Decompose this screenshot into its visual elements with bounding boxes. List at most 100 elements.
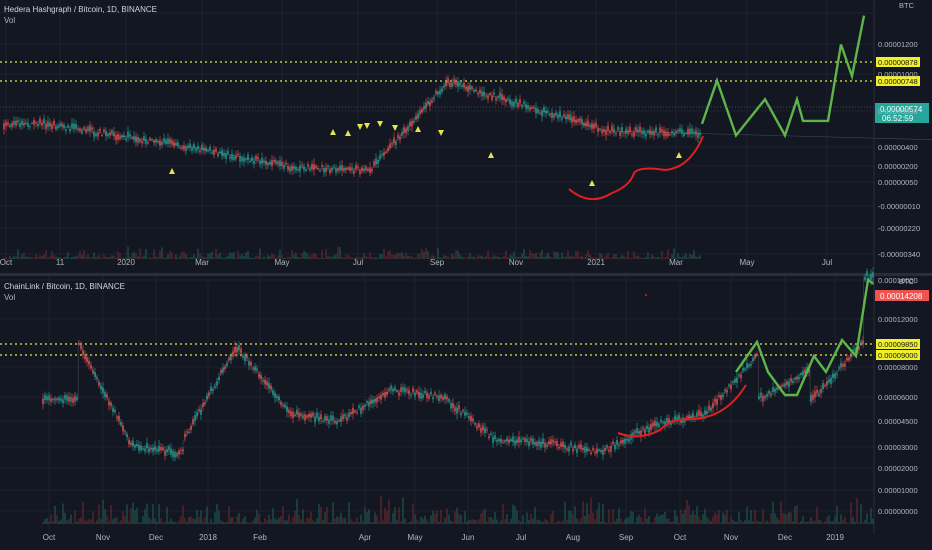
candle-body: [698, 410, 700, 416]
candle-body: [260, 375, 262, 380]
candle-body: [666, 417, 668, 423]
candle-body: [25, 122, 27, 125]
candle-body: [133, 136, 135, 141]
candle-body: [118, 415, 120, 421]
volume-bar: [695, 256, 697, 259]
candle-body: [124, 431, 126, 433]
candle-body: [15, 120, 17, 126]
candle-body: [665, 131, 667, 137]
volume-bar: [842, 519, 844, 524]
volume-bar: [472, 519, 474, 524]
x-tick-label: Sep: [430, 258, 445, 267]
volume-bar: [659, 257, 661, 259]
volume-bar: [459, 254, 461, 259]
volume-bar: [252, 520, 254, 524]
candle-body: [534, 442, 536, 446]
candle-body: [455, 80, 457, 85]
candle-body: [74, 395, 76, 402]
volume-bar: [145, 249, 147, 259]
volume-bar: [708, 519, 710, 524]
candle-body: [363, 168, 365, 172]
volume-bar: [534, 507, 536, 524]
volume-bar: [296, 499, 298, 524]
volume-bar: [619, 257, 621, 259]
candle-body: [330, 415, 332, 421]
volume-bar: [524, 522, 526, 524]
candle-body: [47, 121, 49, 128]
volume-bar: [510, 518, 512, 524]
candle-body: [395, 141, 397, 146]
y-tick-label: -0.00000340: [878, 250, 920, 259]
volume-bar: [816, 507, 818, 524]
volume-bar: [289, 257, 291, 259]
volume-bar: [130, 508, 132, 524]
volume-bar: [322, 520, 324, 524]
x-tick-label: Dec: [149, 533, 163, 542]
candle-body: [610, 445, 612, 452]
candle-body: [640, 430, 642, 437]
candle-body: [736, 377, 738, 383]
volume-bar: [345, 255, 347, 259]
volume-bar: [660, 514, 662, 524]
volume-bar: [79, 250, 81, 259]
volume-bar: [804, 522, 806, 524]
volume-bar: [265, 257, 267, 259]
candle-body: [105, 130, 107, 136]
candle-body: [563, 114, 565, 117]
candle-body: [529, 107, 531, 111]
volume-bar: [213, 257, 215, 259]
volume-bar: [339, 247, 341, 259]
volume-bar: [850, 502, 852, 524]
volume-bar: [802, 516, 804, 524]
candle-body: [52, 398, 54, 400]
candle-body: [477, 93, 479, 95]
candle-body: [120, 421, 122, 426]
candle-body: [554, 441, 556, 443]
volume-bar: [654, 516, 656, 524]
volume-bar: [181, 251, 183, 259]
volume-bar: [367, 257, 369, 259]
volume-bar: [310, 511, 312, 524]
volume-bar: [549, 255, 551, 259]
candle-body: [766, 394, 768, 397]
volume-bar: [634, 522, 636, 524]
candle-body: [681, 129, 683, 134]
volume-bar: [201, 256, 203, 259]
candle-body: [185, 146, 187, 152]
volume-bar: [325, 249, 327, 259]
volume-bar: [175, 254, 177, 259]
candle-body: [142, 448, 144, 450]
candle-body: [93, 131, 95, 137]
candle-body: [498, 438, 500, 442]
candle-body: [282, 405, 284, 407]
candle-body: [323, 168, 325, 173]
volume-bar: [756, 520, 758, 524]
volume-bar: [533, 253, 535, 259]
volume-bar: [502, 504, 504, 524]
volume-bar: [461, 256, 463, 259]
volume-bar: [393, 255, 395, 259]
candle-body: [594, 451, 596, 454]
candle-body: [178, 450, 180, 455]
volume-bar: [436, 510, 438, 524]
candle-body: [286, 406, 288, 412]
candle-body: [552, 439, 554, 443]
candle-body: [41, 122, 43, 126]
volume-bar: [553, 251, 555, 259]
candle-body: [746, 362, 748, 368]
signal-marker: [357, 124, 363, 130]
volume-bar: [456, 507, 458, 524]
candle-body: [210, 386, 212, 391]
candle-body: [818, 393, 820, 396]
candle-body: [622, 439, 624, 444]
x-tick-label: Aug: [566, 533, 580, 542]
volume-bar: [222, 521, 224, 524]
volume-bar: [668, 518, 670, 524]
volume-bar: [210, 518, 212, 524]
volume-bar: [396, 520, 398, 524]
volume-bar: [354, 522, 356, 524]
volume-bar: [640, 517, 642, 524]
volume-bar: [224, 522, 226, 524]
candle-body: [42, 398, 44, 405]
